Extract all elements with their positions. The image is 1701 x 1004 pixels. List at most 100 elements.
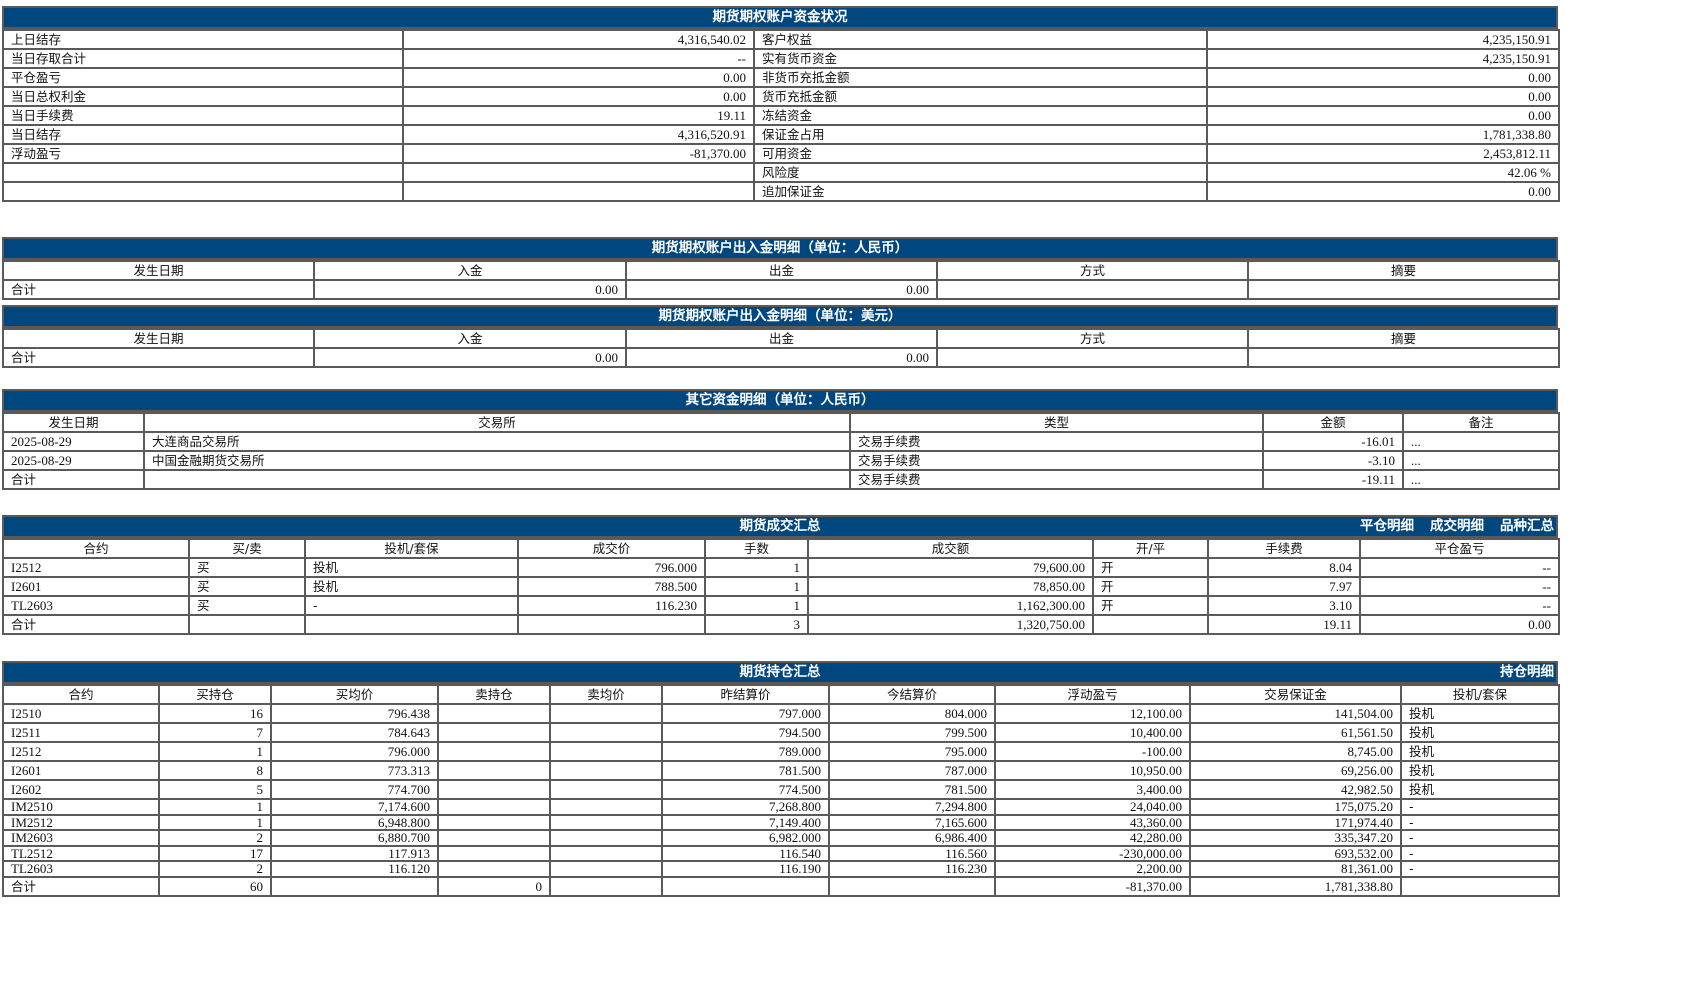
table-cell: I2510 bbox=[2, 703, 160, 724]
table-cell: 开 bbox=[1092, 595, 1209, 616]
total-row: 合计 交易手续费 -19.11... bbox=[2, 469, 1560, 490]
table-cell: I2601 bbox=[2, 760, 160, 781]
table-cell: 8 bbox=[158, 760, 272, 781]
table-cell: IM2603 bbox=[2, 829, 160, 847]
table-cell: 投机 bbox=[304, 557, 519, 578]
table-cell: 7,165.600 bbox=[828, 813, 996, 831]
positions-section: 期货持仓汇总 持仓明细 合约 买持仓 买均价 卖持仓 卖均价 昨结算价 今结算价 浮动盈亏 交易保证… bbox=[2, 661, 1560, 897]
column-header: 类型 bbox=[849, 412, 1264, 433]
column-header-row: 发生日期 交易所 类型 金额 备注 bbox=[2, 412, 1560, 433]
table-cell: I2602 bbox=[2, 779, 160, 800]
table-cell: 804.000 bbox=[828, 703, 996, 724]
table-cell: 175,075.20 bbox=[1189, 798, 1402, 816]
trades-table: 合约 买/卖 投机/套保 成交价 手数 成交额 开/平 手续费 平仓盈亏 I2512 买投机 796.… bbox=[2, 538, 1560, 635]
table-cell: 交易手续费 bbox=[849, 469, 1264, 490]
column-header: 合约 bbox=[2, 684, 160, 705]
table-cell: -- bbox=[1359, 595, 1560, 616]
column-header: 入金 bbox=[313, 260, 627, 281]
column-header: 成交价 bbox=[517, 538, 706, 559]
table-cell bbox=[936, 279, 1249, 300]
table-cell: 浮动盈亏 bbox=[2, 143, 404, 164]
table-cell: 788.500 bbox=[517, 576, 706, 597]
table-cell: 0.00 bbox=[1206, 105, 1560, 126]
table-cell bbox=[437, 798, 551, 816]
table-cell bbox=[1092, 614, 1209, 635]
column-header: 手数 bbox=[704, 538, 809, 559]
header-link[interactable]: 持仓明细 bbox=[1500, 664, 1554, 680]
table-cell: I2512 bbox=[2, 557, 190, 578]
table-cell: 774.500 bbox=[661, 779, 830, 800]
table-cell bbox=[1247, 279, 1560, 300]
total-row: 合计 3 1,320,750.00 19.11 0.00 bbox=[2, 614, 1560, 635]
table-cell: 774.700 bbox=[270, 779, 439, 800]
table-cell: 61,561.50 bbox=[1189, 722, 1402, 743]
table-cell: IM2510 bbox=[2, 798, 160, 816]
table-row: I2511 7 784.643 794.500 799.500 10,400.00 61,5… bbox=[2, 722, 1560, 743]
table-cell: 买 bbox=[188, 576, 306, 597]
summary-table: 上日结存 4,316,540.02 客户权益 4,235,150.91 当日存取合计 --… bbox=[2, 29, 1560, 202]
table-cell: 799.500 bbox=[828, 722, 996, 743]
header-link[interactable]: 成交明细 bbox=[1430, 518, 1484, 534]
table-cell: 平仓盈亏 bbox=[2, 67, 404, 88]
total-row: 合计 60 0 -81,370.00 1,781,338.80 bbox=[2, 875, 1560, 897]
column-header: 平仓盈亏 bbox=[1359, 538, 1560, 559]
table-cell: 2,453,812.11 bbox=[1206, 143, 1560, 164]
table-cell: 43,360.00 bbox=[994, 813, 1191, 831]
table-cell: 1 bbox=[704, 557, 809, 578]
table-cell: 42.06 % bbox=[1206, 162, 1560, 183]
table-row: 当日总权利金 0.00 货币充抵金额 0.00 bbox=[2, 86, 1560, 107]
table-cell: 116.120 bbox=[270, 860, 439, 878]
table-cell: 335,347.20 bbox=[1189, 829, 1402, 847]
table-cell bbox=[437, 860, 551, 878]
table-cell: 797.000 bbox=[661, 703, 830, 724]
table-cell bbox=[549, 829, 663, 847]
table-cell: 0.00 bbox=[1206, 67, 1560, 88]
column-header: 备注 bbox=[1402, 412, 1560, 433]
table-cell: 6,880.700 bbox=[270, 829, 439, 847]
other-funds-section: 其它资金明细（单位：人民币） 发生日期 交易所 类型 金额 备注 2025-08-29 大连商… bbox=[2, 389, 1560, 490]
table-cell: 116.190 bbox=[661, 860, 830, 878]
section-title: 期货成交汇总 bbox=[739, 518, 821, 534]
header-link[interactable]: 品种汇总 bbox=[1500, 518, 1554, 534]
table-cell: 交易手续费 bbox=[849, 450, 1264, 471]
table-cell: 10,950.00 bbox=[994, 760, 1191, 781]
table-cell: 2 bbox=[158, 860, 272, 878]
table-cell bbox=[437, 703, 551, 724]
table-cell: 794.500 bbox=[661, 722, 830, 743]
table-cell: 141,504.00 bbox=[1189, 703, 1402, 724]
table-cell: 上日结存 bbox=[2, 29, 404, 50]
table-cell bbox=[1247, 347, 1560, 368]
table-cell bbox=[936, 347, 1249, 368]
table-cell: 6,948.800 bbox=[270, 813, 439, 831]
table-cell: 7,149.400 bbox=[661, 813, 830, 831]
table-cell: - bbox=[1400, 844, 1560, 862]
table-cell bbox=[549, 741, 663, 762]
table-cell bbox=[304, 614, 519, 635]
table-cell: 4,235,150.91 bbox=[1206, 48, 1560, 69]
column-header: 卖均价 bbox=[549, 684, 663, 705]
table-row: 当日存取合计 -- 实有货币资金 4,235,150.91 bbox=[2, 48, 1560, 69]
positions-table: 合约 买持仓 买均价 卖持仓 卖均价 昨结算价 今结算价 浮动盈亏 交易保证金 投机/套保 I251… bbox=[2, 684, 1560, 897]
other-funds-table: 发生日期 交易所 类型 金额 备注 2025-08-29 大连商品交易所 交易手续费 -16.0… bbox=[2, 412, 1560, 490]
table-cell: 投机 bbox=[1400, 722, 1560, 743]
table-cell: ... bbox=[1402, 431, 1560, 452]
table-cell: 3 bbox=[704, 614, 809, 635]
table-row: I2512 买投机 796.000 1 79,600.00 开 8.04 -- bbox=[2, 557, 1560, 578]
table-cell: 追加保证金 bbox=[753, 181, 1208, 202]
column-header: 发生日期 bbox=[2, 328, 315, 349]
table-cell: 171,974.40 bbox=[1189, 813, 1402, 831]
table-cell bbox=[2, 181, 404, 202]
column-header: 合约 bbox=[2, 538, 190, 559]
table-cell: 当日结存 bbox=[2, 124, 404, 145]
table-cell: 117.913 bbox=[270, 844, 439, 862]
table-cell bbox=[402, 162, 755, 183]
table-cell: 货币充抵金额 bbox=[753, 86, 1208, 107]
total-row: 合计 0.00 0.00 bbox=[2, 347, 1560, 368]
table-cell: 投机 bbox=[1400, 741, 1560, 762]
header-link[interactable]: 平仓明细 bbox=[1360, 518, 1414, 534]
table-cell: 69,256.00 bbox=[1189, 760, 1402, 781]
table-cell bbox=[2, 162, 404, 183]
table-cell bbox=[549, 875, 663, 897]
table-cell bbox=[437, 760, 551, 781]
column-header: 投机/套保 bbox=[304, 538, 519, 559]
